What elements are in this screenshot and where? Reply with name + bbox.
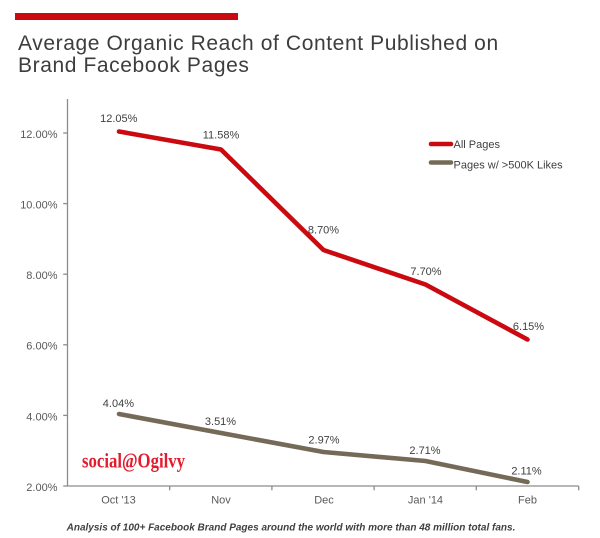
- svg-text:All Pages: All Pages: [454, 139, 501, 151]
- svg-text:2.71%: 2.71%: [409, 445, 440, 457]
- svg-text:Feb: Feb: [518, 495, 537, 507]
- svg-text:4.00%: 4.00%: [26, 411, 57, 423]
- svg-text:3.51%: 3.51%: [205, 416, 236, 428]
- svg-text:2.00%: 2.00%: [26, 482, 57, 494]
- svg-text:social@Ogilvy: social@Ogilvy: [82, 449, 185, 473]
- svg-text:4.04%: 4.04%: [103, 398, 134, 410]
- svg-text:2.11%: 2.11%: [511, 465, 542, 477]
- svg-text:Jan '14: Jan '14: [408, 495, 443, 507]
- svg-text:12.05%: 12.05%: [100, 113, 138, 125]
- svg-text:8.00%: 8.00%: [26, 270, 57, 282]
- svg-text:Dec: Dec: [314, 495, 334, 507]
- svg-text:6.15%: 6.15%: [513, 321, 544, 333]
- svg-text:6.00%: 6.00%: [26, 341, 57, 353]
- svg-text:Oct '13: Oct '13: [101, 495, 136, 507]
- svg-text:2.97%: 2.97%: [308, 434, 339, 446]
- svg-text:Nov: Nov: [211, 495, 231, 507]
- svg-text:10.00%: 10.00%: [20, 200, 58, 212]
- svg-text:12.00%: 12.00%: [20, 129, 58, 141]
- svg-text:Pages w/ >500K Likes: Pages w/ >500K Likes: [454, 159, 564, 171]
- svg-text:11.58%: 11.58%: [203, 129, 240, 141]
- svg-text:Analysis of 100+ Facebook Bran: Analysis of 100+ Facebook Brand Pages ar…: [66, 523, 516, 534]
- svg-text:7.70%: 7.70%: [410, 266, 441, 278]
- svg-text:8.70%: 8.70%: [308, 224, 339, 236]
